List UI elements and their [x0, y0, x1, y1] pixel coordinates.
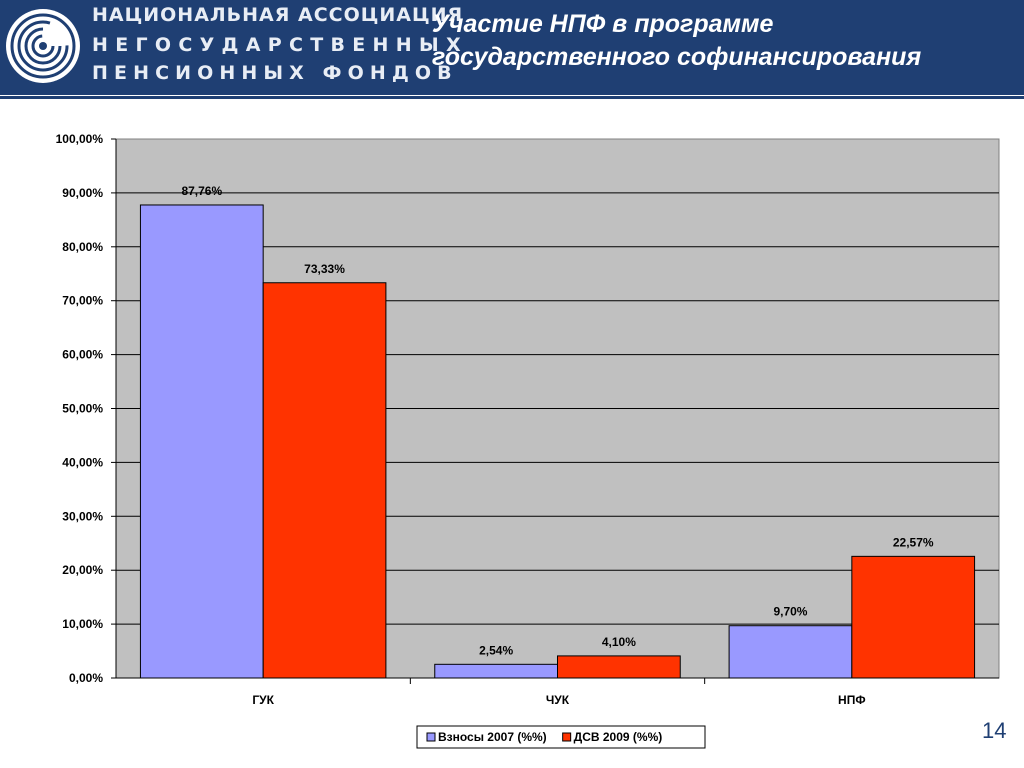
- spiral-logo-icon: [6, 9, 80, 83]
- x-tick-label: НПФ: [838, 693, 866, 707]
- x-tick-label: ГУК: [252, 693, 274, 707]
- slide-title-line-1: Участие НПФ в программе: [432, 10, 774, 38]
- data-label: 2,54%: [479, 643, 513, 657]
- slide-title-line-2: государственного софинансирования: [432, 43, 922, 71]
- legend-label: Взносы 2007 (%%): [438, 730, 547, 744]
- bar: [728, 625, 853, 679]
- legend-label: ДСВ 2009 (%%): [574, 730, 663, 744]
- data-label: 4,10%: [602, 635, 636, 649]
- x-tick-label: ЧУК: [546, 693, 570, 707]
- y-tick-label: 20,00%: [62, 563, 103, 577]
- header-bar: [0, 0, 1024, 93]
- y-tick-label: 30,00%: [62, 509, 103, 523]
- header-divider: [0, 93, 1024, 99]
- y-tick-label: 70,00%: [62, 294, 103, 308]
- bar: [262, 282, 387, 679]
- y-tick-label: 60,00%: [62, 348, 103, 362]
- page-number: 14: [982, 718, 1007, 743]
- bar: [851, 555, 976, 679]
- y-tick-label: 100,00%: [56, 132, 104, 146]
- data-label: 87,76%: [181, 184, 222, 198]
- y-tick-label: 10,00%: [62, 617, 103, 631]
- bar: [557, 655, 681, 679]
- y-tick-label: 90,00%: [62, 186, 103, 200]
- org-name-line-2: НЕГОСУДАРСТВЕННЫХ: [92, 34, 468, 56]
- y-tick-label: 50,00%: [62, 402, 103, 416]
- y-tick-label: 40,00%: [62, 455, 103, 469]
- bar: [434, 663, 558, 679]
- org-name-line-3: ПЕНСИОННЫХ ФОНДОВ: [92, 62, 458, 84]
- org-name-line-1: НАЦИОНАЛЬНАЯ АССОЦИАЦИЯ: [92, 4, 464, 26]
- legend-box: [416, 725, 706, 749]
- slide-title: Участие НПФ в программе государственного…: [432, 8, 1017, 74]
- legend-swatch: [562, 732, 572, 742]
- data-label: 73,33%: [304, 262, 345, 276]
- data-label: 22,57%: [893, 535, 934, 549]
- bar: [139, 204, 264, 679]
- y-tick-label: 0,00%: [69, 671, 103, 685]
- y-tick-label: 80,00%: [62, 240, 103, 254]
- legend-swatch: [426, 732, 436, 742]
- data-label: 9,70%: [773, 605, 807, 619]
